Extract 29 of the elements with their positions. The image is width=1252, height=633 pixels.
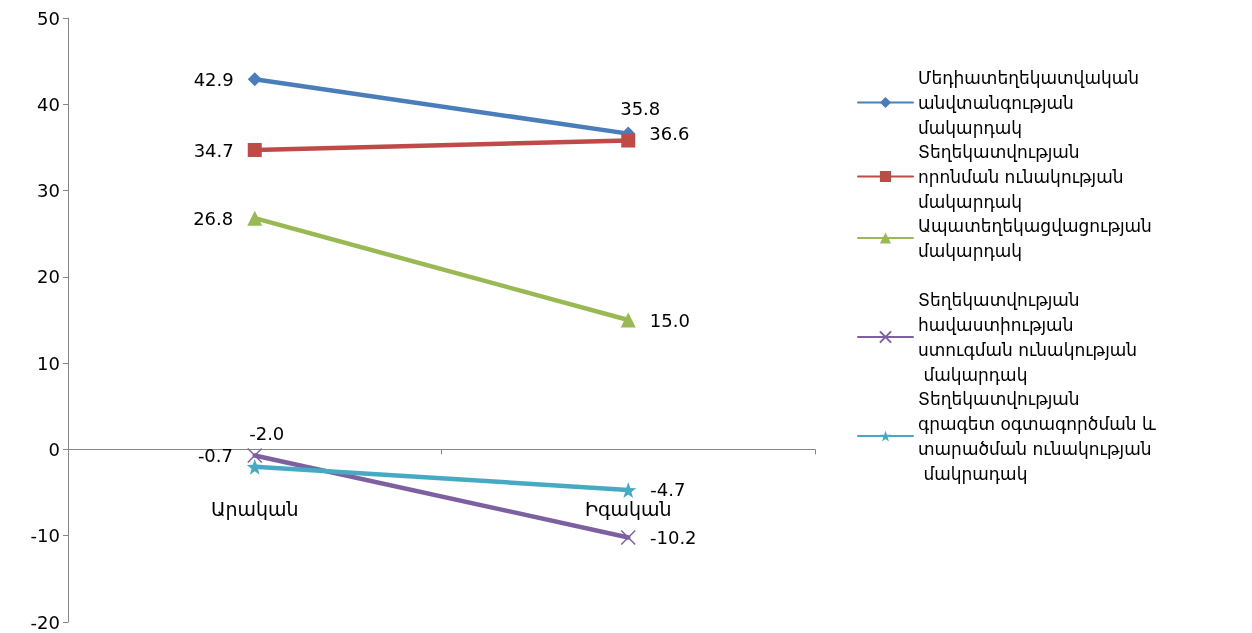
y-tick-label: -20 (30, 611, 60, 633)
data-label: 15.0 (649, 309, 690, 331)
data-label: 26.8 (193, 207, 234, 229)
point (620, 529, 636, 546)
data-label: -0.7 (197, 444, 233, 466)
y-tick-label: 40 (37, 93, 60, 115)
legend-label: Տեղեկատվության գրագետ օգտագործման և տարածման ունակության մակրադակ (918, 388, 1162, 484)
point (247, 143, 262, 158)
y-tick-label: 30 (37, 180, 60, 202)
legend-label: Ապատեղեկացվացության մակարդակ (918, 215, 1158, 261)
point (247, 72, 262, 87)
point (247, 447, 263, 464)
y-tick-label: 20 (37, 266, 60, 288)
data-label: 35.8 (620, 98, 661, 120)
data-label: -2.0 (249, 423, 285, 445)
y-tick-label: -10 (30, 525, 60, 547)
data-label: -10.2 (650, 526, 697, 548)
data-label: 36.6 (649, 123, 690, 145)
legend-label: Տեղեկատվության հավաստիության ստուգման ունակության մակարդակ (918, 289, 1138, 385)
legend-label: Տեղեկատվության որոնման ունակության մակարդակ (918, 141, 1129, 212)
point (621, 133, 636, 148)
x-tick-label: Արական (210, 497, 299, 520)
y-tick-label: 0 (48, 438, 60, 460)
y-tick-label: 50 (37, 7, 60, 29)
legend-label: Մեդիատեղեկատվական անվտանգության մակարդակ (918, 67, 1145, 138)
data-label: 42.9 (193, 68, 234, 90)
y-tick-label: 10 (37, 352, 60, 374)
point (246, 458, 263, 475)
data-label: 34.7 (193, 139, 234, 161)
